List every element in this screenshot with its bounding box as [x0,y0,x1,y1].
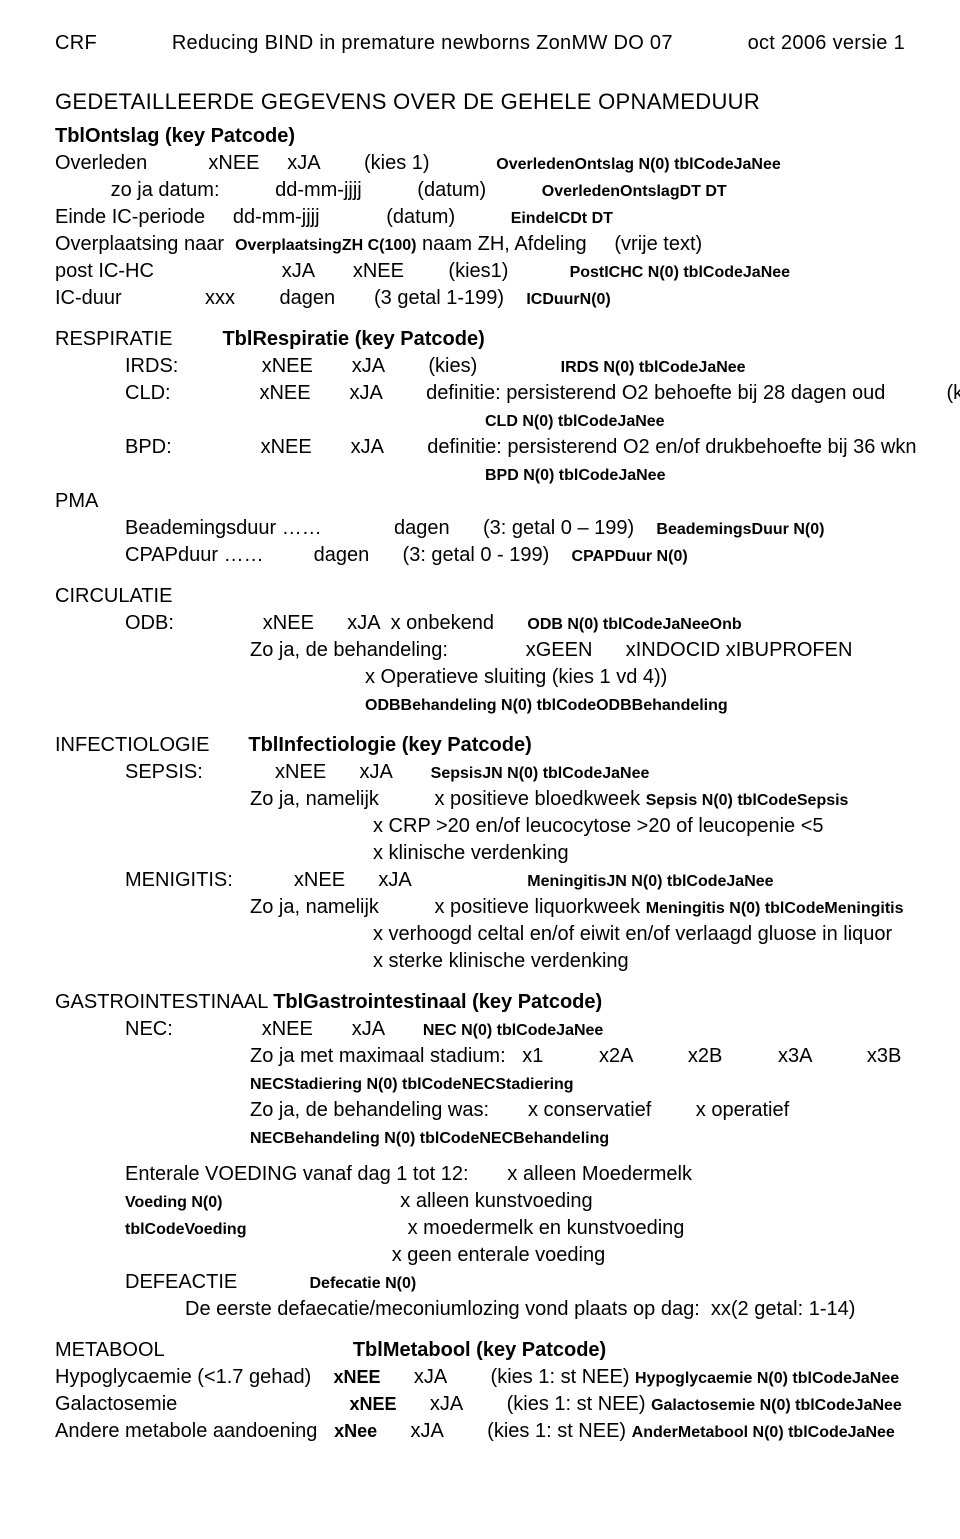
circulatie-head: CIRCULATIE [55,585,172,607]
pma: PMA [55,490,98,512]
post-ic: post IC-HC xJA xNEE (kies1) [55,260,570,282]
beademing-db: BeademingsDuur N(0) [656,521,824,538]
gal-a: Galactosemie [55,1393,350,1415]
inf-head: INFECTIOLOGIE [55,734,248,756]
odb-behandeling: Zo ja, de behandeling: xGEEN xINDOCID xI… [250,639,852,661]
cpap: CPAPduur …… dagen (3: getal 0 - 199) [125,544,572,566]
hypo-c: xJA (kies 1: st NEE) [381,1366,636,1388]
bpd: BPD: xNEE xJA definitie: persisterend O2… [125,436,916,458]
odb: ODB: xNEE xJA x onbekend [125,612,527,634]
tbl-gastro: TblGastrointestinaal (key Patcode) [273,991,602,1013]
beademing: Beademingsduur …… dagen (3: getal 0 – 19… [125,517,656,539]
gal-db: Galactosemie N(0) tblCodeJaNee [651,1397,902,1414]
odb-operatief: x Operatieve sluiting (kies 1 vd 4)) [365,666,667,688]
header-right: oct 2006 versie 1 [748,30,905,57]
hypo-nee: xNEE [334,1367,381,1387]
header-center: Reducing BIND in premature newborns ZonM… [172,30,673,57]
sepsis-klin: x klinische verdenking [373,842,569,864]
hypo-a: Hypoglycaemie (<1.7 gehad) [55,1366,334,1388]
overplaatsing-db: OverplaatsingZH C(100) [235,237,416,254]
defeactie: DEFEACTIE [125,1271,309,1293]
irds: IRDS: xNEE xJA (kies) [125,355,561,377]
voeding-1: Enterale VOEDING vanaf dag 1 tot 12: x a… [125,1163,692,1185]
men-namelijk: Zo ja, namelijk x positieve liquorkweek [250,896,646,918]
nec-stad-db: NECStadiering N(0) tblCodeNECStadiering [250,1076,574,1093]
odb-beh-db: ODBBehandeling N(0) tblCodeODBBehandelin… [365,697,728,714]
meningitis: MENIGITIS: xNEE xJA [125,869,527,891]
ic-duur-db: ICDuurN(0) [526,291,610,308]
tbl-infectiologie: TblInfectiologie (key Patcode) [248,734,531,756]
odb-db: ODB N(0) tblCodeJaNeeOnb [527,616,741,633]
nec-stadium: Zo ja met maximaal stadium: x1 x2A x2B x… [250,1045,901,1067]
page-header: CRF Reducing BIND in premature newborns … [55,30,905,57]
hypo-db: Hypoglycaemie N(0) tblCodeJaNee [635,1370,899,1387]
tbl-metabool: TblMetabool (key Patcode) [353,1339,606,1361]
voeding-db: Voeding N(0) [125,1194,222,1211]
tbl-ontslag: TblOntslag (key Patcode) [55,125,295,147]
sepsis-db: SepsisJN N(0) tblCodeJaNee [431,765,650,782]
cld: CLD: xNEE xJA definitie: persisterend O2… [125,382,960,404]
section-title: GEDETAILLEERDE GEGEVENS OVER DE GEHELE O… [55,87,905,117]
and-nee: xNee [334,1421,377,1441]
sepsis-namelijk: Zo ja, namelijk x positieve bloedkweek [250,788,646,810]
and-db: AnderMetabool N(0) tblCodeJaNee [632,1424,895,1441]
overleden-datum: zo ja datum: dd-mm-jjjj (datum) [55,179,542,201]
voeding-3: x moedermelk en kunstvoeding [246,1217,684,1239]
nec-behandeling: Zo ja, de behandeling was: x conservatie… [250,1099,789,1121]
gastro-block: GASTROINTESTINAAL TblGastrointestinaal (… [55,989,905,1323]
page: CRF Reducing BIND in premature newborns … [0,0,960,1499]
nec-db: NEC N(0) tblCodeJaNee [423,1022,603,1039]
respiratie-block: RESPIRATIE TblRespiratie (key Patcode) I… [55,326,905,569]
metab-head: METABOOL [55,1339,353,1361]
gastro-head: GASTROINTESTINAAL [55,991,273,1013]
ontslag-block: TblOntslag (key Patcode) Overleden xNEE … [55,123,905,312]
overleden-line: Overleden xNEE xJA (kies 1) [55,152,496,174]
circulatie-block: CIRCULATIE ODB: xNEE xJA x onbekend ODB … [55,583,905,718]
meningitis-db: MeningitisJN N(0) tblCodeJaNee [527,873,773,890]
men-klin: x sterke klinische verdenking [373,950,629,972]
cld-db: CLD N(0) tblCodeJaNee [485,413,665,430]
irds-db: IRDS N(0) tblCodeJaNee [561,359,746,376]
overleden-db: OverledenOntslag N(0) tblCodeJaNee [496,156,781,173]
metabool-block: METABOOL TblMetabool (key Patcode) Hypog… [55,1337,905,1445]
cpap-db: CPAPDuur N(0) [572,548,688,565]
voeding-4: x geen enterale voeding [125,1244,605,1266]
gal-c: xJA (kies 1: st NEE) [397,1393,652,1415]
einde-ic-db: EindeICDt DT [511,210,613,227]
sepsis-crp: x CRP >20 en/of leucocytose >20 of leuco… [373,815,824,837]
overleden-datum-db: OverledenOntslagDT DT [542,183,727,200]
voeding-2: x alleen kunstvoeding [222,1190,592,1212]
tbl-respiratie: TblRespiratie (key Patcode) [222,328,484,350]
einde-ic: Einde IC-periode dd-mm-jjjj (datum) [55,206,511,228]
defeactie-2: De eerste defaecatie/meconiumlozing vond… [185,1298,855,1320]
men-celtal: x verhoogd celtal en/of eiwit en/of verl… [373,923,892,945]
header-left: CRF [55,30,97,57]
sepsis: SEPSIS: xNEE xJA [125,761,431,783]
ic-duur: IC-duur xxx dagen (3 getal 1-199) [55,287,526,309]
post-ic-db: PostICHC N(0) tblCodeJaNee [570,264,790,281]
sepsis-code: Sepsis N(0) tblCodeSepsis [646,792,849,809]
and-a: Andere metabole aandoening [55,1420,334,1442]
overplaatsing-a: Overplaatsing naar [55,233,235,255]
men-code: Meningitis N(0) tblCodeMeningitis [646,900,904,917]
gal-nee: xNEE [350,1394,397,1414]
defecatie-db: Defecatie N(0) [309,1275,416,1292]
infectiologie-block: INFECTIOLOGIE TblInfectiologie (key Patc… [55,732,905,975]
and-c: xJA (kies 1: st NEE) [377,1420,632,1442]
nec-beh-db: NECBehandeling N(0) tblCodeNECBehandelin… [250,1130,609,1147]
respiratie-head: RESPIRATIE [55,328,222,350]
bpd-db: BPD N(0) tblCodeJaNee [485,467,665,484]
overplaatsing-c: naam ZH, Afdeling (vrije text) [417,233,703,255]
nec: NEC: xNEE xJA [125,1018,423,1040]
voeding-code: tblCodeVoeding [125,1221,246,1238]
